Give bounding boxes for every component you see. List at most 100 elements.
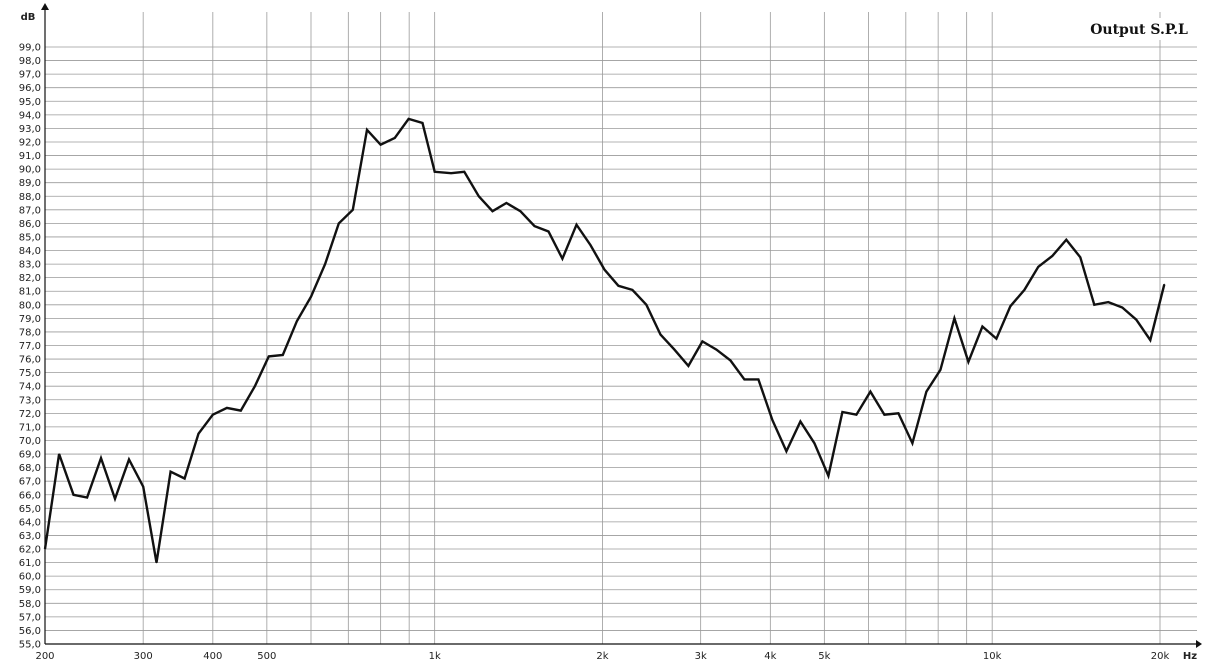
- spl-data-point: [1037, 266, 1039, 268]
- y-tick-label: 55,0: [19, 640, 41, 651]
- y-tick-label: 76,0: [19, 355, 41, 366]
- spl-data-point: [967, 361, 970, 363]
- y-tick-label: 70,0: [19, 436, 41, 447]
- spl-data-point: [310, 296, 312, 298]
- y-tick-label: 72,0: [19, 409, 41, 420]
- spl-data-point: [519, 210, 522, 212]
- spl-data-point: [953, 317, 956, 319]
- x-tick-label: 20k: [1151, 651, 1170, 662]
- spl-data-point: [450, 172, 452, 174]
- y-tick-label: 98,0: [19, 56, 41, 67]
- spl-data-point: [324, 263, 326, 265]
- spl-data-point: [478, 195, 480, 197]
- y-tick-label: 84,0: [19, 246, 41, 257]
- y-tick-label: 87,0: [19, 205, 41, 216]
- x-tick-label: 2k: [596, 651, 608, 662]
- spl-data-point: [254, 385, 256, 387]
- y-tick-label: 74,0: [19, 382, 41, 393]
- spl-data-point: [170, 471, 172, 473]
- spl-data-point: [715, 349, 718, 351]
- spl-data-point: [1107, 301, 1109, 303]
- spl-data-point: [869, 391, 872, 393]
- y-tick-label: 61,0: [19, 558, 41, 569]
- x-tick-label: 5k: [818, 651, 830, 662]
- spl-data-point: [155, 562, 158, 564]
- y-tick-label: 86,0: [19, 219, 41, 230]
- spl-data-point: [1065, 239, 1067, 241]
- y-tick-label: 67,0: [19, 477, 41, 488]
- spl-data-point: [380, 144, 382, 146]
- y-tick-label: 69,0: [19, 450, 41, 461]
- y-tick-label: 88,0: [19, 192, 41, 203]
- y-tick-label: 90,0: [19, 165, 41, 176]
- spl-data-point: [785, 450, 788, 452]
- spl-data-point: [197, 433, 200, 435]
- spl-data-point: [925, 391, 928, 393]
- spl-data-point: [394, 137, 396, 139]
- spl-data-point: [72, 494, 75, 496]
- spl-data-point: [421, 122, 424, 124]
- spl-data-point: [939, 369, 942, 371]
- spl-data-point: [86, 496, 88, 499]
- y-tick-label: 60,0: [19, 572, 41, 583]
- spl-data-point: [757, 378, 760, 380]
- y-tick-label: 96,0: [19, 83, 41, 94]
- spl-data-point: [44, 548, 46, 550]
- y-tick-label: 81,0: [19, 287, 41, 298]
- spl-data-point: [128, 458, 130, 461]
- spl-data-point: [799, 420, 802, 423]
- spl-data-point: [855, 414, 858, 416]
- spl-data-point: [1051, 255, 1053, 257]
- spl-data-point: [366, 129, 368, 131]
- spl-data-point: [184, 477, 186, 480]
- spl-data-point: [491, 210, 494, 212]
- y-tick-label: 77,0: [19, 341, 41, 352]
- spl-data-point: [268, 355, 270, 357]
- y-tick-label: 82,0: [19, 273, 41, 284]
- spl-data-point: [827, 475, 830, 477]
- y-tick-label: 94,0: [19, 110, 41, 121]
- spl-data-point: [673, 349, 676, 351]
- spl-data-point: [1079, 256, 1081, 258]
- y-axis-unit-label: dB: [21, 12, 36, 23]
- spl-data-point: [841, 411, 844, 413]
- spl-data-point: [226, 407, 228, 409]
- y-tick-label: 73,0: [19, 395, 41, 406]
- spl-data-point: [463, 171, 465, 173]
- spl-data-point: [547, 230, 550, 233]
- spl-data-point: [533, 225, 536, 227]
- spl-data-point: [1009, 305, 1012, 307]
- spl-data-point: [1149, 339, 1151, 341]
- y-tick-label: 78,0: [19, 327, 41, 338]
- x-axis-arrow: [1196, 640, 1202, 648]
- chart-title-box: [1088, 18, 1190, 40]
- spl-data-point: [1135, 319, 1137, 321]
- x-tick-label: 500: [257, 651, 276, 662]
- spl-data-point: [589, 244, 592, 246]
- y-tick-label: 83,0: [19, 260, 41, 271]
- series-layer: [43, 117, 1166, 564]
- spl-data-point: [58, 453, 60, 455]
- y-tick-label: 64,0: [19, 517, 41, 528]
- x-tick-label: 400: [203, 651, 222, 662]
- y-tick-label: 57,0: [19, 612, 41, 623]
- y-tick-label: 92,0: [19, 137, 41, 148]
- spl-data-point: [645, 304, 648, 306]
- spl-data-point: [981, 325, 984, 328]
- spl-data-point: [296, 320, 298, 322]
- y-tick-label: 99,0: [19, 43, 41, 54]
- spl-data-point: [114, 498, 116, 500]
- spl-data-point: [240, 410, 242, 412]
- spl-data-point: [212, 414, 214, 416]
- spl-data-point: [434, 171, 436, 173]
- y-tick-label: 79,0: [19, 314, 41, 325]
- axes-layer: [41, 3, 1202, 648]
- x-tick-label: 3k: [695, 651, 707, 662]
- spl-data-point: [1163, 283, 1165, 285]
- spl-data-point: [100, 457, 102, 459]
- y-tick-label: 68,0: [19, 463, 41, 474]
- y-tick-label: 93,0: [19, 124, 41, 135]
- x-tick-label: 4k: [764, 651, 776, 662]
- spl-data-point: [883, 414, 886, 416]
- spl-data-point: [743, 378, 746, 380]
